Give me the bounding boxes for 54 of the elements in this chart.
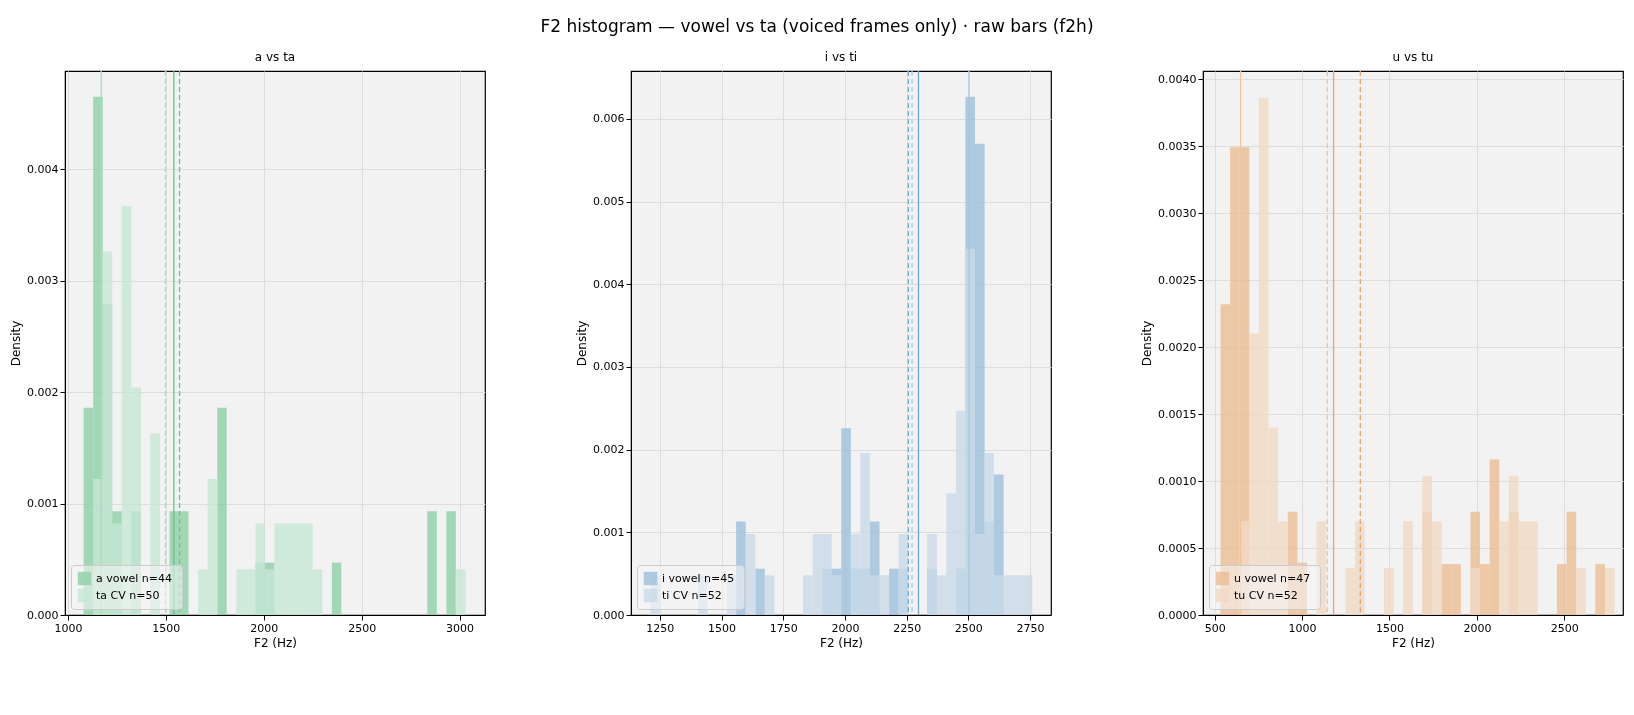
x-tick-label: 1500 xyxy=(1375,621,1404,635)
y-tick-label: 0.005 xyxy=(592,195,624,209)
chart-title: i vs ti xyxy=(824,50,857,65)
x-tick-label: 1250 xyxy=(645,621,674,635)
y-tick-label: 0.003 xyxy=(592,360,624,374)
x-tick-label: 3000 xyxy=(446,621,475,635)
y-tick-label: 0.0040 xyxy=(1158,72,1197,86)
y-tick-label: 0.004 xyxy=(592,277,624,291)
x-tick-label: 1500 xyxy=(707,621,736,635)
x-tick-label: 2500 xyxy=(348,621,377,635)
y-tick-label: 0.0025 xyxy=(1158,273,1197,287)
x-tick-label: 1500 xyxy=(152,621,181,635)
x-tick-label: 2250 xyxy=(892,621,921,635)
legend-label: i vowel n=45 xyxy=(661,571,734,585)
y-tick-label: 0.0000 xyxy=(1158,608,1197,622)
chart-title: u vs tu xyxy=(1392,50,1434,65)
legend-label: ta CV n=50 xyxy=(96,588,160,602)
y-tick-label: 0.0020 xyxy=(1158,340,1197,354)
y-tick-label: 0.000 xyxy=(592,608,624,622)
chart-title: a vs ta xyxy=(254,50,296,65)
x-tick-label: 1000 xyxy=(54,621,83,635)
x-axis-title: F2 (Hz) xyxy=(819,635,863,650)
y-tick-label: 0.003 xyxy=(27,274,59,288)
y-axis-title: Density xyxy=(1140,320,1155,367)
y-tick-label: 0.0030 xyxy=(1158,206,1197,220)
x-tick-label: 1750 xyxy=(769,621,798,635)
x-axis-title: F2 (Hz) xyxy=(1391,635,1436,650)
x-tick-label: 2500 xyxy=(954,621,983,635)
y-tick-label: 0.0005 xyxy=(1158,541,1197,555)
x-tick-label: 2750 xyxy=(1016,621,1045,635)
y-tick-label: 0.002 xyxy=(592,443,624,457)
y-tick-label: 0.006 xyxy=(592,112,624,126)
y-tick-label: 0.002 xyxy=(27,385,59,399)
x-tick-label: 1000 xyxy=(1288,621,1317,635)
y-tick-label: 0.001 xyxy=(27,497,59,511)
x-tick-label: 2000 xyxy=(1463,621,1492,635)
text: F2 histogram — vowel vs ta (voiced frames only) · raw bars (f2h) xyxy=(539,16,1095,36)
x-tick-label: 500 xyxy=(1204,621,1226,635)
y-axis-title: Density xyxy=(9,320,24,367)
legend-label: u vowel n=47 xyxy=(1234,571,1311,585)
y-tick-label: 0.0035 xyxy=(1158,139,1197,153)
y-tick-label: 0.001 xyxy=(592,525,624,539)
x-tick-label: 2000 xyxy=(250,621,279,635)
y-tick-label: 0.000 xyxy=(27,608,59,622)
y-tick-label: 0.0015 xyxy=(1158,407,1197,421)
y-axis-title: Density xyxy=(574,320,589,367)
x-tick-label: 2500 xyxy=(1550,621,1579,635)
legend-label: tu CV n=52 xyxy=(1234,588,1298,602)
legend-label: ti CV n=52 xyxy=(661,588,722,602)
y-tick-label: 0.004 xyxy=(27,162,59,176)
x-tick-label: 2000 xyxy=(830,621,859,635)
y-tick-label: 0.0010 xyxy=(1158,474,1197,488)
legend-label: a vowel n=44 xyxy=(96,571,172,585)
x-axis-title: F2 (Hz) xyxy=(253,635,298,650)
